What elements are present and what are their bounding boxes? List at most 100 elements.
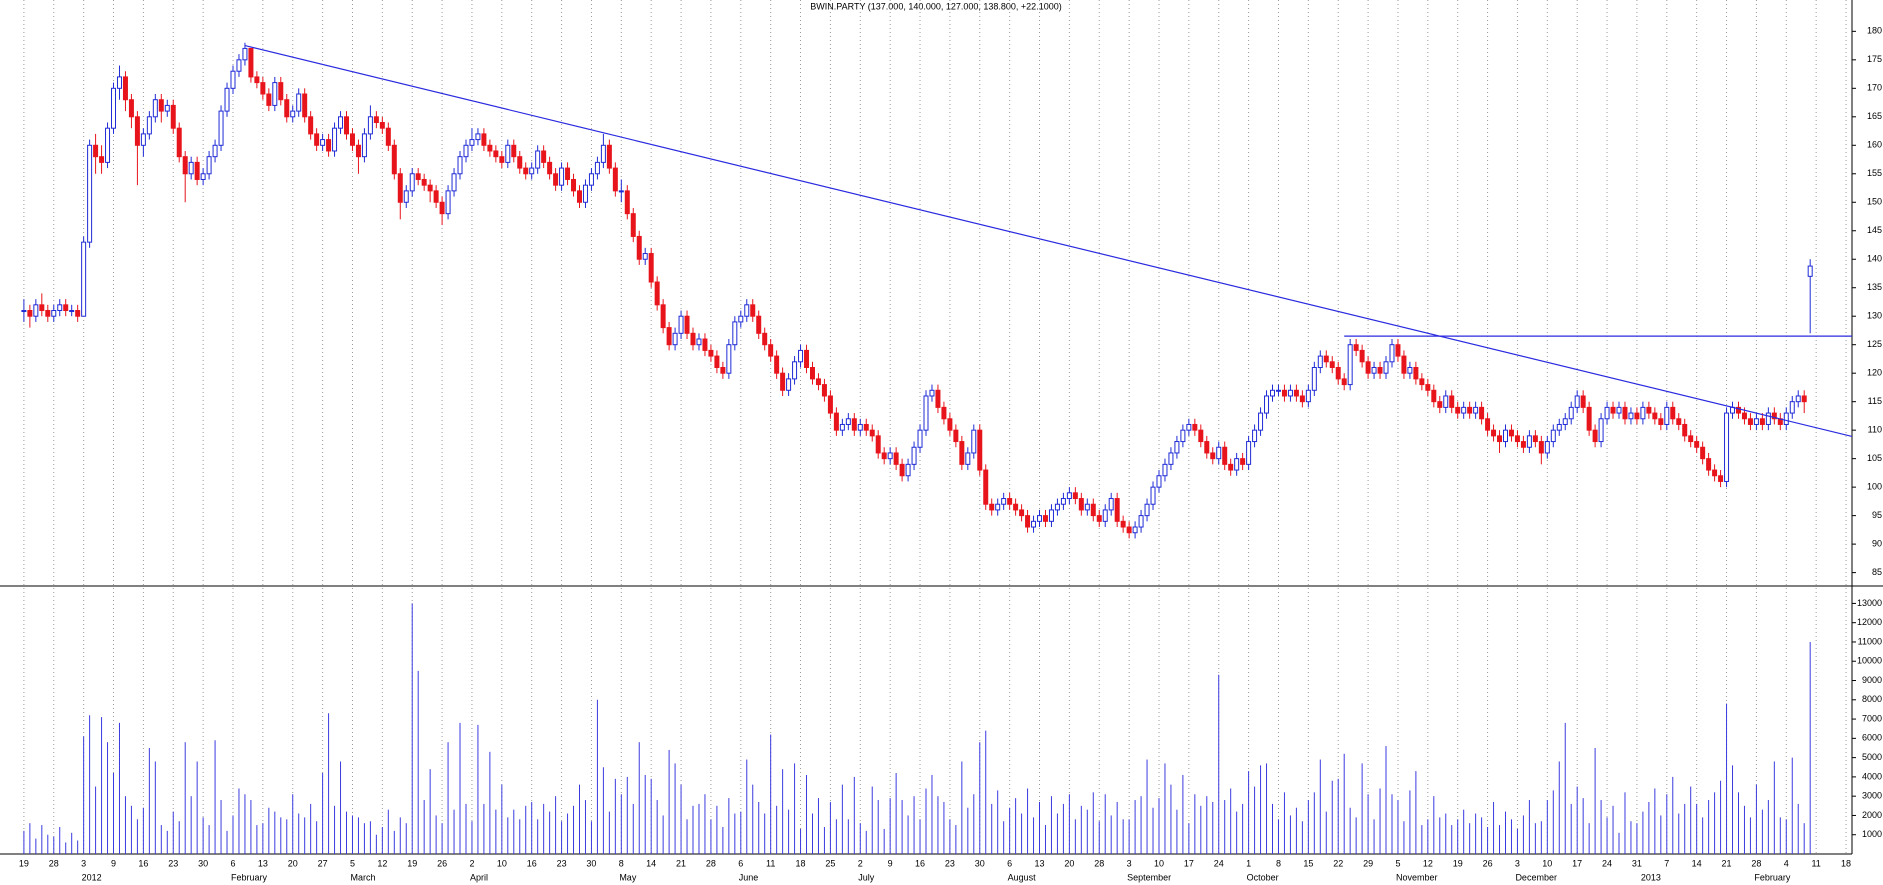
candle-body [403,190,409,203]
month-label: October [1247,872,1279,882]
candle-body [1706,458,1712,471]
month-label: June [739,872,759,882]
y-tick-label: 155 [1867,168,1882,178]
candle-body [1622,406,1628,420]
candle-body [744,304,750,317]
x-tick-label: 7 [1664,858,1669,868]
candle-body [696,338,702,346]
candle-body [314,133,320,146]
x-tick-label: 4 [1784,858,1789,868]
candle-body [439,201,445,215]
x-tick-label: 16 [138,858,148,868]
candle-body [1586,406,1592,431]
candle-body [1520,441,1526,448]
candle-body [1192,423,1198,431]
candle-body [146,116,152,135]
y-tick-label: 90 [1872,538,1882,548]
month-label: May [619,872,637,882]
candle-body [1670,406,1676,420]
volume-tick-label: 12000 [1857,617,1882,627]
candle-body [529,167,535,175]
candle-body [839,423,845,431]
candle-body [1598,418,1604,443]
candle-body [1222,446,1228,465]
trendline [244,44,1853,438]
chart-title: BWIN.PARTY (137.000, 140.000, 127.000, 1… [810,1,1061,11]
x-tick-label: 21 [1722,858,1732,868]
candle-body [648,253,654,283]
candle-body [965,452,971,465]
candle-body [1228,463,1234,471]
candle-body [427,184,433,192]
candle-body [786,378,792,391]
candle-body [1132,526,1138,534]
candle-body [1102,509,1108,522]
candle-body [266,93,272,106]
candle-body [1407,366,1413,374]
candle-body [917,429,923,448]
volume-tick-label: 1000 [1862,829,1882,839]
candle-body [535,150,541,169]
candle-body [1246,441,1252,465]
x-tick-label: 14 [646,858,656,868]
candle-body [929,389,935,397]
candle-body [1335,366,1341,380]
volume-tick-label: 8000 [1862,694,1882,704]
candle-body [1258,412,1264,431]
x-tick-label: 15 [1303,858,1313,868]
candle-body [320,139,326,146]
candle-body [164,104,170,112]
candle-body [1413,366,1419,380]
y-tick-label: 95 [1872,510,1882,520]
x-tick-label: 11 [1811,858,1820,868]
candle-body [1795,395,1801,403]
y-tick-label: 115 [1868,396,1882,406]
candle-body [1502,429,1508,443]
candle-body [887,452,893,460]
candle-body [1174,441,1180,454]
candle-body [869,429,875,437]
x-tick-label: 28 [1094,858,1104,868]
candle-body [947,418,953,431]
x-tick-label: 14 [1692,858,1702,868]
candle-body [1186,423,1192,431]
candle-body [923,395,929,431]
candle-body [559,167,565,186]
candle-body [134,116,140,146]
candle-body [1658,418,1664,425]
candle-body [1437,401,1443,408]
candle-body [1001,498,1007,505]
candle-body [1789,401,1795,414]
candle-body [576,190,582,203]
candle-body [935,389,941,408]
candle-body [332,127,338,152]
y-tick-label: 145 [1867,225,1882,235]
candle-body [122,76,128,101]
x-tick-label: 22 [1333,858,1343,868]
candle-body [463,144,469,158]
candle-body [1210,452,1216,460]
month-label: July [858,872,875,882]
candle-body [188,161,194,175]
x-tick-label: 28 [1751,858,1761,868]
candle-body [905,463,911,477]
candle-body [1491,429,1497,437]
y-tick-label: 170 [1867,83,1882,93]
candle-body [1317,355,1323,368]
candle-body [176,127,182,158]
candle-body [1389,344,1395,363]
candle-body [1801,395,1807,403]
candle-body [487,144,493,152]
candle-body [1323,355,1329,363]
y-tick-label: 120 [1867,368,1882,378]
candle-body [804,349,810,368]
candle-body [1532,435,1538,443]
candle-body [636,235,642,260]
x-tick-label: 28 [706,858,716,868]
candle-body [421,178,427,186]
candle-body [571,178,577,192]
x-tick-label: 6 [1007,858,1012,868]
month-label: 2012 [82,872,102,882]
candle-body [1771,412,1777,420]
